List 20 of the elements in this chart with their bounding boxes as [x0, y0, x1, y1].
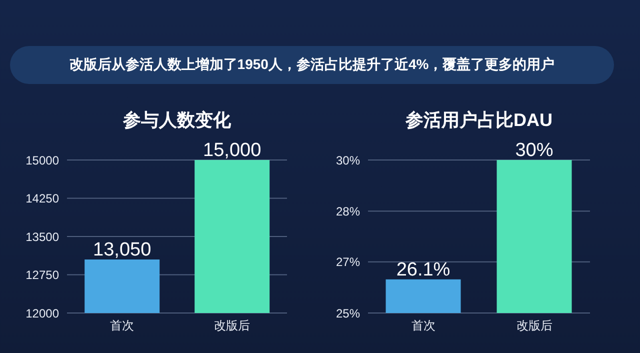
data-label: 30%	[515, 140, 554, 161]
y-tick-label: 12000	[26, 306, 60, 320]
x-tick-label: 改版后	[214, 318, 250, 333]
y-tick-label: 13500	[26, 230, 60, 244]
chart-title: 参与人数变化	[122, 109, 232, 132]
data-label: 26.1%	[396, 259, 450, 280]
x-tick-label: 首次	[412, 318, 436, 333]
x-tick-label: 首次	[110, 318, 134, 333]
y-tick-label: 14250	[26, 192, 60, 206]
y-tick-label: 30%	[336, 153, 360, 168]
text: 改版后从参活人数上增加了1950人，参活占比提升了近4%，覆盖了更多的用户	[10, 46, 614, 84]
data-label: 15,000	[203, 140, 262, 161]
chart-title: 参活用户占比DAU	[404, 109, 554, 132]
data-label: 13,050	[93, 239, 152, 260]
y-tick-label: 28%	[336, 204, 360, 218]
x-tick-label: 改版后	[516, 318, 552, 333]
y-tick-label: 15000	[26, 153, 60, 168]
y-tick-label: 27%	[336, 255, 360, 270]
y-tick-label: 25%	[336, 306, 360, 320]
y-tick-label: 12750	[26, 268, 60, 282]
